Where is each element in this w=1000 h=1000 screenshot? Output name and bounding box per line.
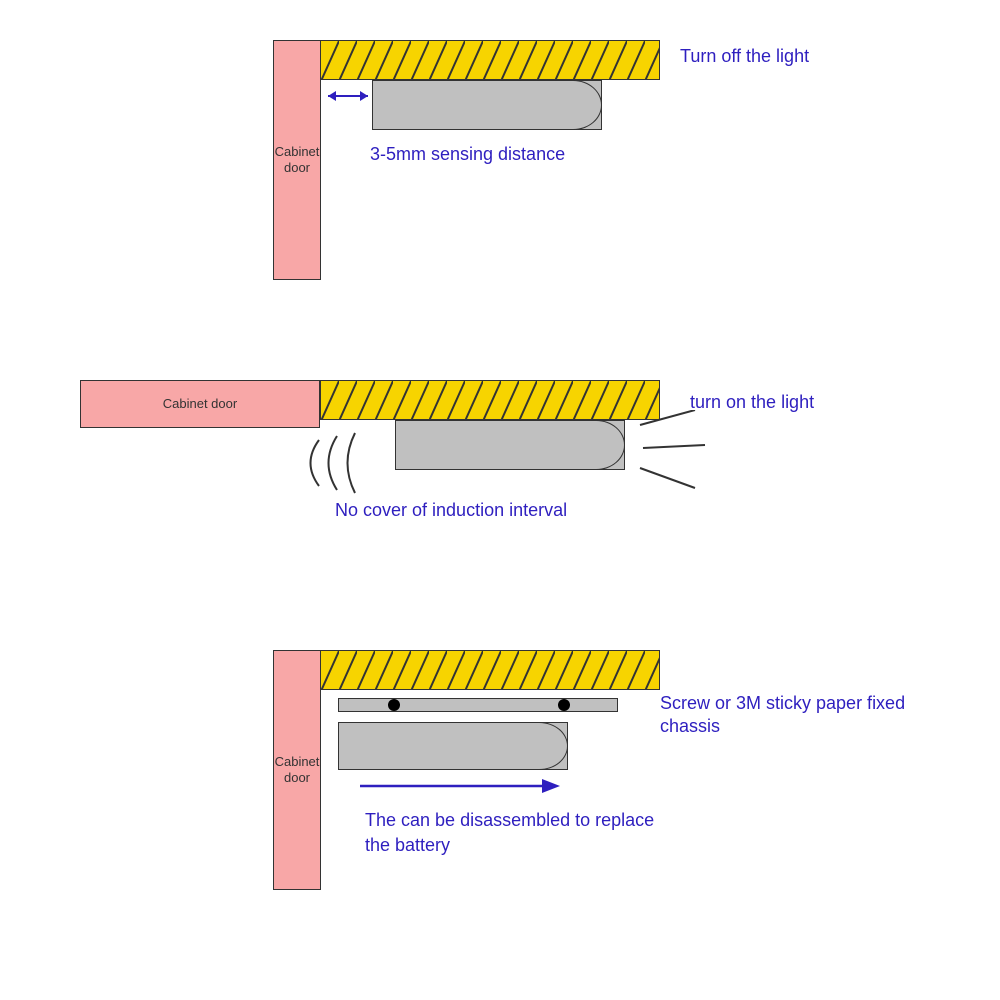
ceiling-1 [320,40,660,80]
light-fixture-2 [395,420,625,470]
light-fixture-3 [338,722,568,770]
mount-label: Screw or 3M sticky paper fixed chassis [660,692,910,739]
door-label: Cabinet door [274,144,320,175]
door-label-3: Cabinet door [274,754,320,785]
scene-install: Cabinet door Screw or 3M sticky paper fi… [0,650,1000,970]
light-rays-icon [635,410,735,500]
induction-label: No cover of induction interval [335,500,567,521]
light-fixture-1 [372,80,602,130]
cabinet-door-closed: Cabinet door [273,40,321,280]
cabinet-door-install: Cabinet door [273,650,321,890]
sensing-waves-icon [285,428,375,498]
slide-arrow-icon [360,776,560,796]
screw-right [558,699,570,711]
door-label-2: Cabinet door [163,396,237,412]
scene-closed: Cabinet door Turn off the light 3-5mm se… [0,40,1000,320]
title-closed: Turn off the light [680,46,809,67]
screw-left [388,699,400,711]
disassemble-label: The can be disassembled to replace the b… [365,808,665,858]
scene-open: Cabinet door turn on the light No cover … [0,380,1000,600]
title-open: turn on the light [690,392,814,413]
ceiling-3 [320,650,660,690]
mount-bar [338,698,618,712]
sensing-label: 3-5mm sensing distance [370,144,565,165]
cabinet-door-open: Cabinet door [80,380,320,428]
ceiling-2 [320,380,660,420]
sensing-arrow-icon [324,88,372,104]
